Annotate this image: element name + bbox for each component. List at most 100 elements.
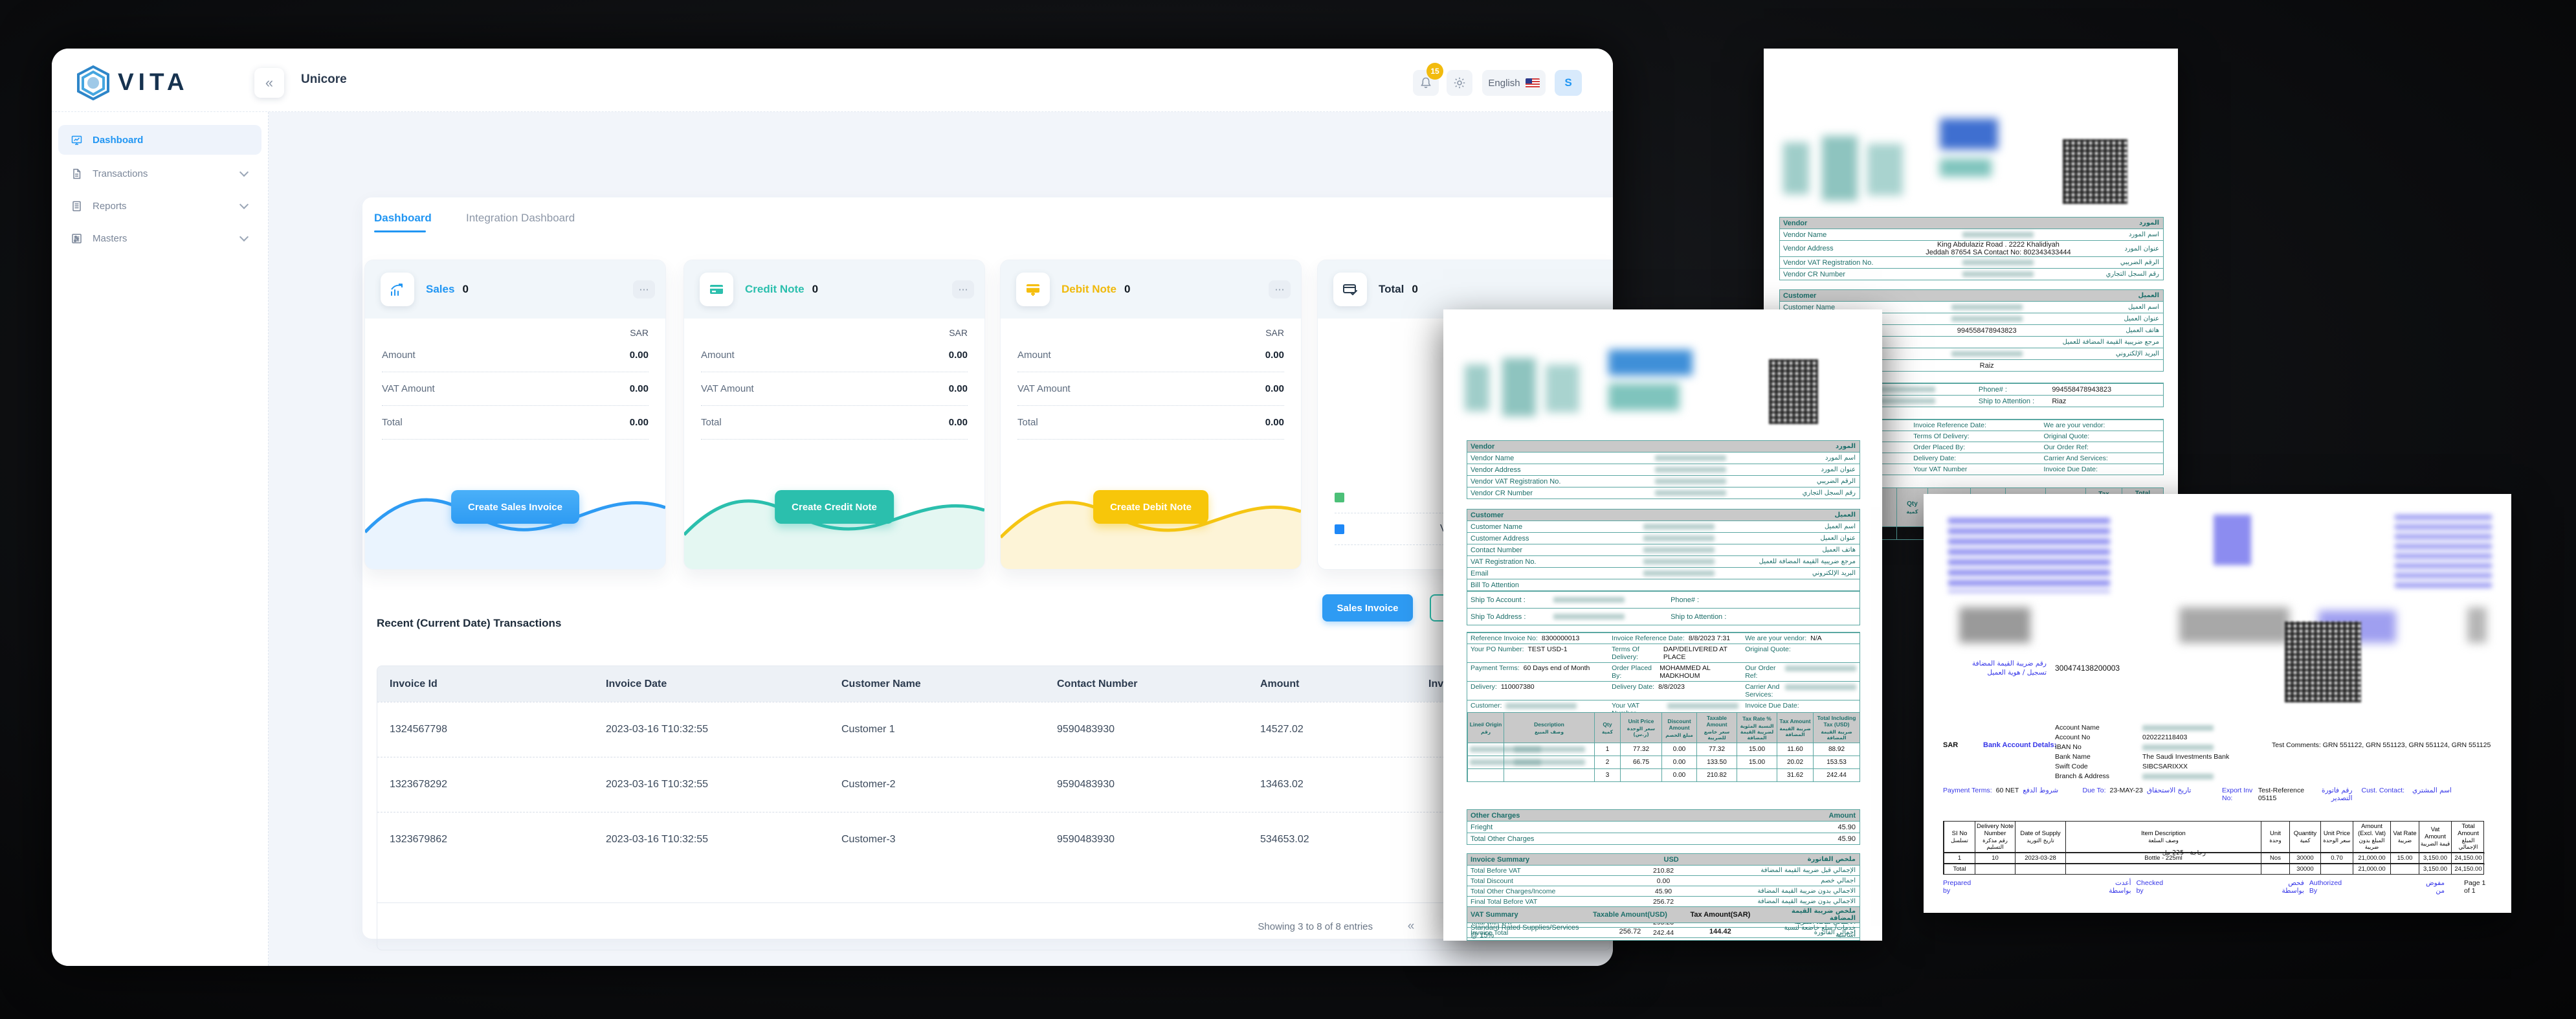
vendor-header: Vendor (1783, 219, 1808, 227)
items-column-header: Vat Rate ضريبة (2390, 822, 2419, 852)
invoice-summary-row: Total Before VAT 210.82 الإجمالي قبل ضري… (1467, 865, 1860, 875)
create-sales-invoice-button[interactable]: Create Sales Invoice (451, 490, 579, 524)
customer-name-cell: Customer 1 (841, 724, 895, 735)
debit-note-card-menu-button[interactable]: ⋯ (1269, 280, 1291, 298)
invoice-summary-row: Invoice Total 242.44 إجمالي الفاتورة (1467, 927, 1860, 937)
transactions-heading: Recent (Current Date) Transactions (377, 617, 562, 629)
sales-invoice-button[interactable]: Sales Invoice (1322, 594, 1413, 621)
header-text-block-blurred (1948, 518, 2110, 592)
create-credit-note-button[interactable]: Create Credit Note (775, 490, 894, 524)
sidebar-item-label: Reports (93, 200, 127, 212)
items-total-cell: 24,150.00 (2451, 864, 2485, 874)
stamp-blurred (2179, 607, 2289, 643)
items-column-header: Amount (Excl. Vat) المبلغ بدون ضريبة (2353, 822, 2390, 852)
sales-chart-icon (381, 273, 414, 306)
chevron-down-icon (239, 199, 249, 210)
sidebar-item-transactions[interactable]: Transactions (58, 159, 261, 188)
sidebar-collapse-button[interactable]: « (254, 68, 284, 98)
sidebar-item-dashboard[interactable]: Dashboard (58, 125, 261, 155)
vat-amount-label: VAT Amount (382, 383, 435, 394)
vendor-row: Vendor Name اسم المورد (1467, 452, 1860, 464)
vendor-row: Vendor Address عنوان المورد (1467, 464, 1860, 475)
signature-footer: Prepared by أعدت بواسطة Checked by فحص ب… (1943, 879, 2492, 895)
amount-value: 0.00 (1265, 349, 1284, 361)
other-charges-row: Frieght 45.90 (1467, 821, 1860, 833)
brand-wordmark-blurred (1608, 350, 1696, 421)
sales-card-menu-button[interactable]: ⋯ (633, 280, 655, 298)
amount-value: 0.00 (948, 349, 968, 361)
debit-note-card-title: Debit Note (1061, 283, 1116, 295)
invoice-summary-row: Total Discount 0.00 اجمالي خصم (1467, 875, 1860, 886)
amount-label: Amount (1017, 349, 1051, 361)
vendor-header: Vendor (1471, 442, 1495, 451)
ship-row: Ship To Account : Phone# : (1467, 591, 1860, 608)
create-debit-note-button[interactable]: Create Debit Note (1093, 490, 1208, 524)
vendor-row: Vendor CR Number رقم السجل التجاري (1467, 487, 1860, 498)
reference-cell: Delivery: 110007380 (1467, 681, 1609, 700)
items-total-cell: 21,000.00 (2353, 864, 2390, 874)
authorized-by-label: Authorized By (2309, 879, 2342, 895)
vendor-rows: Vendor Name اسم المورد Vendor Address عن… (1467, 452, 1860, 498)
reference-cell: Carrier And Services: (2040, 453, 2163, 464)
invoice-id-cell: 1323679862 (390, 834, 447, 845)
items-total-cell (2015, 864, 2065, 874)
items-cell: 24,150.00 (2451, 853, 2485, 863)
tab-integration-dashboard[interactable]: Integration Dashboard (466, 212, 575, 224)
vat-summary-row: Standard Rated Supplies/Services @ 15% 2… (1467, 923, 1860, 940)
reference-cell: Payment Terms: 60 Days end of Month (1467, 662, 1609, 681)
bell-icon (1421, 77, 1431, 88)
items-column-header: Unit Price سعر الوحدة (2320, 822, 2353, 852)
language-selector[interactable]: English (1482, 70, 1546, 96)
line-item-header: Tax Rate %النسبة المئوية لضريبة القيمة ا… (1737, 713, 1777, 743)
payment-terms-row: Payment Terms: 60 NET شروط الدفع Due To:… (1943, 787, 2492, 802)
sidebar: Dashboard Transactions Reports Masters (52, 112, 269, 966)
total-card-header: Total 0 (1318, 260, 1613, 319)
pagination-first-button[interactable]: « (1407, 919, 1415, 933)
payment-item: Export Inv No: Test-Reference 05115 رقم … (2222, 787, 2353, 802)
reference-cell: Order Placed By: MOHAMMED AL MADKHOUM (1608, 662, 1742, 681)
line-item-row: 2 66.75 0.00 133.50 15.00 20.02 153.53 (1467, 756, 1860, 768)
settings-button[interactable] (1447, 70, 1472, 96)
table-row[interactable]: 1323679862 2023-03-16 T10:32:55 Customer… (377, 812, 1610, 867)
items-total-cell (2065, 864, 2261, 874)
amount-label: Amount (382, 349, 416, 361)
debit-note-wave-chart (1001, 500, 1301, 569)
sidebar-item-reports[interactable]: Reports (58, 191, 261, 221)
line-item-header: Qty كمية (1896, 488, 1927, 526)
table-row[interactable]: 1324567798 2023-03-16 T10:32:55 Customer… (377, 702, 1610, 757)
line-item-header: Line# Origin رقم (1467, 713, 1504, 743)
tab-dashboard[interactable]: Dashboard (374, 212, 432, 224)
masters-icon (72, 233, 82, 243)
vat-amount-value: 0.00 (629, 383, 649, 394)
customer-row: Customer Name اسم العميل (1467, 521, 1860, 532)
currency-label: SAR (1265, 328, 1284, 338)
invoice-id-cell: 1324567798 (390, 724, 447, 735)
currency-label: SAR (949, 328, 968, 338)
invoice-date-cell: 2023-03-16 T10:32:55 (606, 779, 709, 790)
amount-cell: 534653.02 (1260, 834, 1309, 845)
items-column-header: SI No تسلسل (1944, 822, 1975, 852)
invoice-summary-header: Invoice Summary (1471, 855, 1530, 864)
reference-cell: Order Placed By: (1910, 442, 2041, 453)
customer-row: Customer Address عنوان العميل (1467, 532, 1860, 544)
brand-wordmark-blurred (1940, 118, 2002, 183)
items-column-header: Vat Amount قيمة الضريبة (2419, 822, 2451, 852)
right-text-block-blurred (2395, 515, 2492, 589)
window-header: VITA « Unicore 15 English S (52, 49, 1613, 112)
avatar[interactable]: S (1555, 70, 1582, 96)
bank-row: Branch & Address (2055, 772, 2314, 780)
credit-note-card-menu-button[interactable]: ⋯ (952, 280, 974, 298)
table-row[interactable]: 1323678292 2023-03-16 T10:32:55 Customer… (377, 757, 1610, 812)
test-comments: Test Comments: GRN 551122, GRN 551123, G… (2272, 741, 2491, 749)
line-item-cell: 4 PC (1896, 527, 1927, 539)
reference-cell: Invoice Due Date: (2040, 464, 2163, 475)
sidebar-item-masters[interactable]: Masters (58, 223, 261, 253)
checked-by-label: Checked by (2136, 879, 2164, 895)
reference-cell: Your VAT Number (1910, 464, 2041, 475)
bank-details: Account Name Account No 020222118403 IBA… (2055, 724, 2314, 782)
sales-card-count: 0 (462, 283, 469, 295)
customer-row: VAT Registration No. مرجع ضريبية القيمة … (1467, 555, 1860, 567)
reference-cell: Invoice Reference Date: (1910, 420, 2041, 431)
items-total-cell (2261, 864, 2289, 874)
